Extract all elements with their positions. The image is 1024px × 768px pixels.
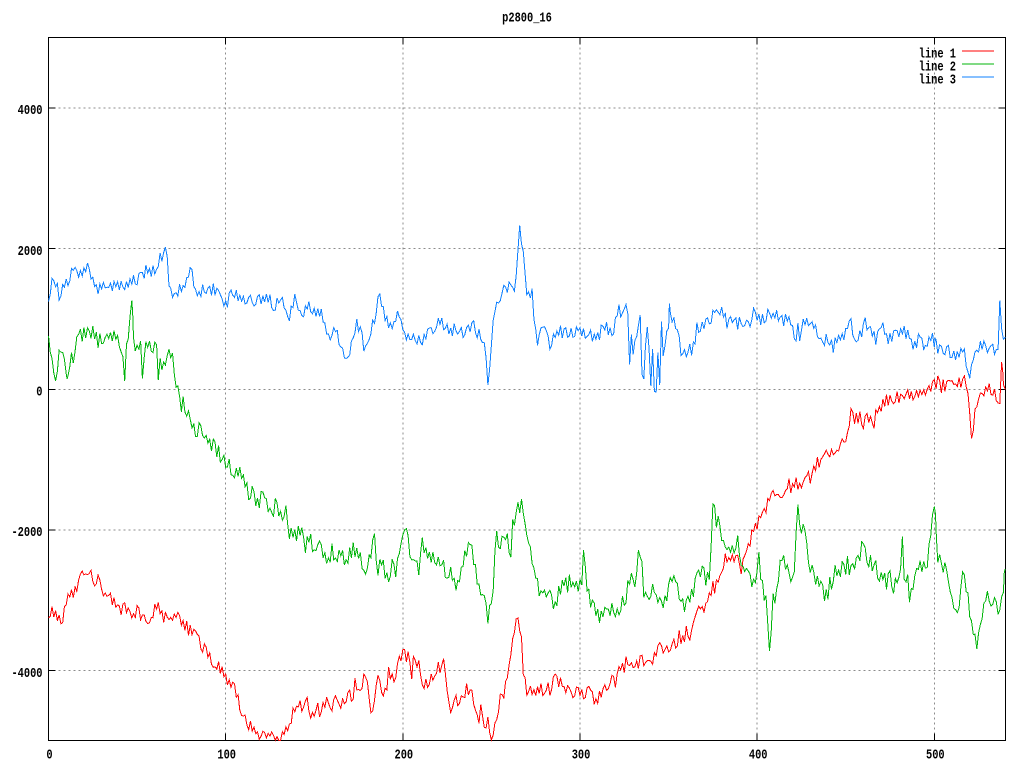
svg-text:line 2: line 2 bbox=[919, 59, 956, 75]
svg-text:line 3: line 3 bbox=[919, 72, 956, 88]
svg-text:-2000: -2000 bbox=[11, 525, 42, 541]
svg-text:0: 0 bbox=[46, 747, 52, 763]
svg-text:p2800_16: p2800_16 bbox=[502, 10, 552, 26]
svg-text:0: 0 bbox=[36, 384, 42, 400]
svg-text:200: 200 bbox=[394, 747, 413, 763]
svg-text:400: 400 bbox=[749, 747, 768, 763]
svg-text:500: 500 bbox=[926, 747, 945, 763]
svg-text:2000: 2000 bbox=[18, 243, 43, 259]
svg-text:300: 300 bbox=[572, 747, 591, 763]
svg-text:-4000: -4000 bbox=[11, 666, 42, 682]
svg-text:line 1: line 1 bbox=[919, 46, 956, 62]
svg-text:4000: 4000 bbox=[18, 103, 43, 119]
svg-text:100: 100 bbox=[217, 747, 236, 763]
